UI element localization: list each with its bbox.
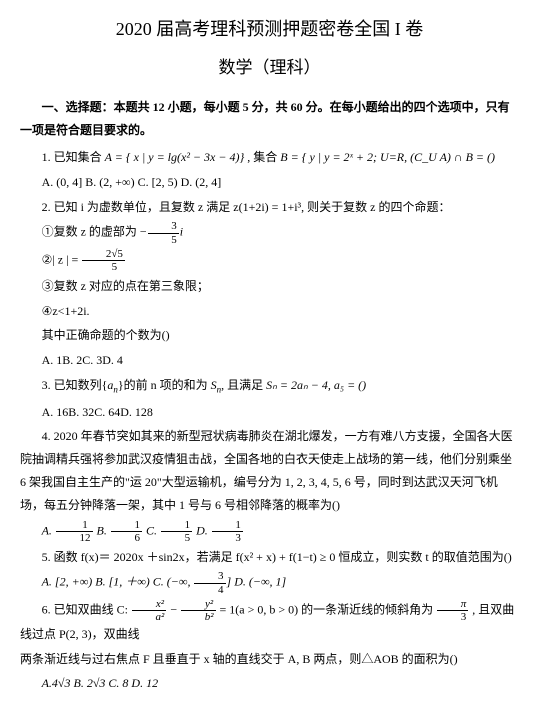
q4-options: A. 112 B. 16 C. 15 D. 13 [20,519,519,544]
q5-opts-a: A. [2, +∞) B. [1, ＋∞) C. (−∞, [42,575,194,589]
q3-stem: 3. 已知数列{an}的前 n 项的和为 Sn, 且满足 Sₙ = 2aₙ − … [20,374,519,398]
q1-mid: , 集合 [247,150,280,164]
q3-a: 3. 已知数列{ [42,378,108,392]
q6-line2: 两条渐近线与过右焦点 F 且垂直于 x 轴的直线交于 A, B 两点，则△AOB… [20,648,519,671]
q5-options: A. [2, +∞) B. [1, ＋∞) C. (−∞, 34] D. (−∞… [20,570,519,595]
q1-set-b: B = { y | y = 2ˣ + 2; U=R, [280,150,407,164]
section-heading: 一、选择题：本题共 12 小题，每小题 5 分，共 60 分。在每小题给出的四个… [20,96,519,142]
q2-c1-pre: ①复数 z 的虚部为 [42,225,140,239]
q2-c3: ③复数 z 对应的点在第三象限； [20,275,519,298]
q1-stem-a: 1. 已知集合 [42,150,105,164]
q6-pre: 6. 已知双曲线 C: [42,602,131,616]
q2-c2: ②| z | = 2√55 [20,248,519,273]
q2-c1: ①复数 z 的虚部为 −35i [20,220,519,245]
q2-ask: 其中正确命题的个数为() [20,324,519,347]
q3-rel: Sₙ = 2aₙ − 4 [266,378,328,392]
q2-c2-frac: 2√55 [82,248,125,273]
title-main: 2020 届高考理科预测押题密卷全国 I 卷 [20,12,519,46]
q4-D-l: D. [196,523,211,537]
q2-stem: 2. 已知 i 为虚数单位，且复数 z 满足 z(1+2i) = 1+i³, 则… [20,196,519,219]
q4-B-l: B. [97,523,110,537]
q2-options: A. 1B. 2C. 3D. 4 [20,349,519,372]
q2-c1-frac: 35 [148,220,179,245]
q1-options: A. (0, 4] B. (2, +∞) C. [2, 5) D. (2, 4] [20,171,519,194]
q6-options: A.4√3 B. 2√3 C. 8 D. 12 [20,672,519,695]
q5-stem: 5. 函数 f(x)＝ 2020x ＋sin2x，若满足 f(x² + x) +… [20,546,519,569]
q3-d: , a₅ = () [328,378,366,392]
q4-A-l: A. [42,523,55,537]
q1-stem: 1. 已知集合 A = { x | y = lg(x² − 3x − 4)} ,… [20,146,519,169]
q5-opts-b: ] D. (−∞, 1] [227,575,287,589]
q4-para: 4. 2020 年春节突如其来的新型冠状病毒肺炎在湖北爆发，一方有难八方支援，全… [20,425,519,516]
q6-mid1: = 1(a > 0, b > 0) 的一条渐近线的倾斜角为 [220,602,437,616]
q1-set-a: A = { x | y = lg(x² − 3x − 4)} [105,150,245,164]
q3-options: A. 16B. 32C. 64D. 128 [20,401,519,424]
q3-b: }的前 n 项的和为 [118,378,211,392]
q2-c2-pre: ②| z | = [42,252,82,266]
q2-c4: ④z<1+2i. [20,300,519,323]
q4-C-l: C. [146,523,160,537]
q6-stem: 6. 已知双曲线 C: x²a² − y²b² = 1(a > 0, b > 0… [20,598,519,646]
title-sub: 数学（理科） [20,52,519,84]
q1-tail: (C_U A) ∩ B = () [410,150,495,164]
q3-c: , 且满足 [221,378,266,392]
q6-minus: − [170,602,180,616]
